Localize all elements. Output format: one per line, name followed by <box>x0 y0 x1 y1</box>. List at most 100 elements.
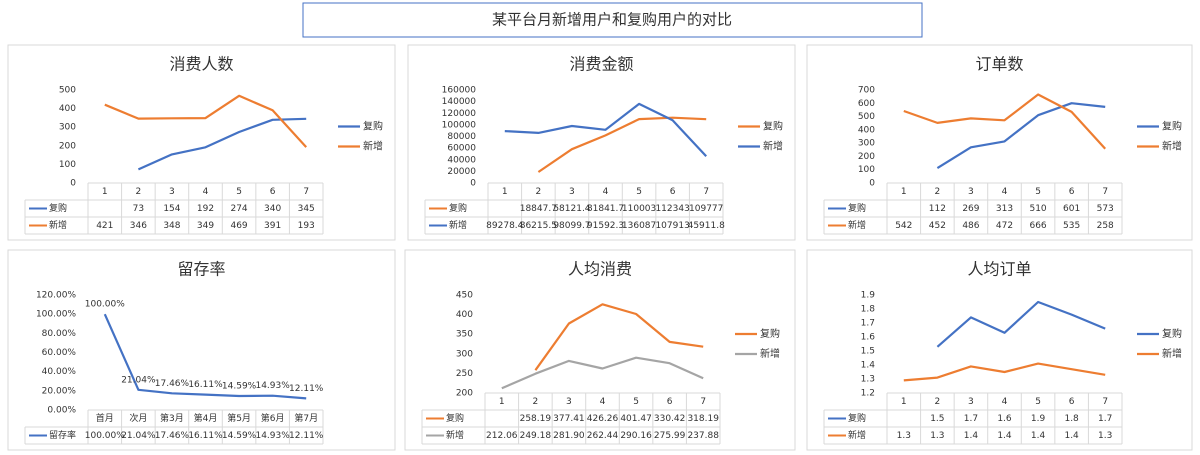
x-category-label: 5 <box>1035 397 1041 407</box>
table-series-name: 新增 <box>449 219 467 231</box>
y-tick-label: 200 <box>858 152 875 162</box>
series-line <box>504 102 708 158</box>
chart-title: 人均消费 <box>568 260 632 279</box>
y-tick-label: 400 <box>456 310 473 320</box>
data-label: 14.93% <box>255 381 290 391</box>
series-line <box>501 356 704 390</box>
table-cell: 1.4 <box>1031 431 1046 441</box>
x-category-label: 1 <box>499 397 505 407</box>
legend-label: 复购 <box>1162 327 1182 340</box>
table-cell: 472 <box>996 221 1013 231</box>
panel <box>806 249 1193 451</box>
table-cell: 1.4 <box>964 431 979 441</box>
table-cell: 601 <box>1063 204 1080 214</box>
x-category-label: 1 <box>901 397 907 407</box>
y-tick-label: 40.00% <box>42 367 77 377</box>
table-cell: 348 <box>163 221 180 231</box>
series-line <box>104 94 308 148</box>
y-tick-label: 200 <box>456 389 473 399</box>
table-cell: 16.11% <box>188 431 223 441</box>
y-tick-label: 80.00% <box>42 329 77 339</box>
legend-label: 新增 <box>763 140 783 153</box>
y-tick-label: 1.4 <box>861 361 876 371</box>
x-category-label: 2 <box>135 187 141 197</box>
y-tick-label: 80000 <box>447 132 476 142</box>
table-series-name: 复购 <box>848 412 866 424</box>
y-tick-label: 40000 <box>447 155 476 165</box>
table-cell: 1.7 <box>1098 414 1112 424</box>
series-line <box>936 300 1106 348</box>
table-series-name: 新增 <box>446 429 464 441</box>
x-category-label: 次月 <box>129 412 147 424</box>
chart-title: 订单数 <box>975 55 1023 74</box>
y-tick-label: 1.3 <box>861 375 875 385</box>
x-category-label: 3 <box>169 187 175 197</box>
y-tick-label: 1.2 <box>861 389 875 399</box>
y-tick-label: 60.00% <box>42 348 77 358</box>
title-box <box>302 2 923 38</box>
table-cell: 274 <box>230 204 247 214</box>
table-cell: 1.7 <box>964 414 978 424</box>
legend-label: 复购 <box>763 120 783 133</box>
y-tick-label: 100 <box>858 165 875 175</box>
table-cell: 401.47 <box>620 414 652 424</box>
panel <box>7 44 396 241</box>
legend-label: 新增 <box>363 140 383 153</box>
panel <box>7 249 396 451</box>
data-label: 16.11% <box>188 380 223 390</box>
series-line <box>137 117 307 171</box>
x-category-label: 4 <box>600 397 606 407</box>
x-category-label: 6 <box>1069 397 1075 407</box>
x-category-label: 第6月 <box>261 412 285 424</box>
x-category-label: 1 <box>102 187 108 197</box>
x-category-label: 3 <box>968 397 974 407</box>
table-cell: 14.93% <box>255 431 290 441</box>
table-cell: 212.06 <box>486 431 518 441</box>
y-tick-label: 1.8 <box>861 305 876 315</box>
data-label: 100.00% <box>85 300 125 310</box>
table-cell: 86215.5 <box>520 221 557 231</box>
table-series-name: 留存率 <box>49 429 76 441</box>
series-line <box>903 93 1107 150</box>
x-category-label: 6 <box>670 187 676 197</box>
panel <box>407 44 796 241</box>
y-tick-label: 500 <box>858 112 875 122</box>
x-category-label: 第5月 <box>227 412 251 424</box>
legend-label: 新增 <box>1162 347 1182 360</box>
table-cell: 486 <box>962 221 979 231</box>
table-cell: 330.42 <box>654 414 686 424</box>
x-category-label: 6 <box>667 397 673 407</box>
legend-label: 复购 <box>760 327 780 340</box>
y-tick-label: 1.9 <box>861 291 876 301</box>
y-tick-label: 60000 <box>447 144 476 154</box>
series-line <box>537 116 707 173</box>
x-category-label: 5 <box>236 187 242 197</box>
legend-label: 复购 <box>1162 120 1182 133</box>
table-cell: 89278.4 <box>486 221 523 231</box>
x-category-label: 2 <box>532 397 538 407</box>
table-series-name: 新增 <box>49 219 67 231</box>
table-cell: 281.90 <box>553 431 585 441</box>
y-tick-label: 500 <box>59 86 76 96</box>
y-tick-label: 120.00% <box>36 291 76 301</box>
table-cell: 81841.7 <box>587 204 624 214</box>
x-category-label: 4 <box>203 187 209 197</box>
data-label: 14.59% <box>222 382 257 392</box>
x-category-label: 5 <box>1035 187 1041 197</box>
table-cell: 107913 <box>655 221 689 231</box>
table-cell: 109777 <box>689 204 723 214</box>
x-category-label: 4 <box>1002 397 1008 407</box>
table-cell: 1.5 <box>930 414 944 424</box>
table-cell: 1.3 <box>930 431 944 441</box>
table-series-name: 新增 <box>848 219 866 231</box>
x-category-label: 1 <box>502 187 508 197</box>
y-tick-label: 300 <box>59 123 76 133</box>
table-cell: 58121.4 <box>553 204 590 214</box>
x-category-label: 5 <box>636 187 642 197</box>
y-tick-label: 140000 <box>442 97 477 107</box>
table-cell: 249.18 <box>520 431 552 441</box>
table-cell: 426.26 <box>587 414 619 424</box>
y-tick-label: 1.6 <box>861 333 876 343</box>
series-line <box>936 102 1106 170</box>
